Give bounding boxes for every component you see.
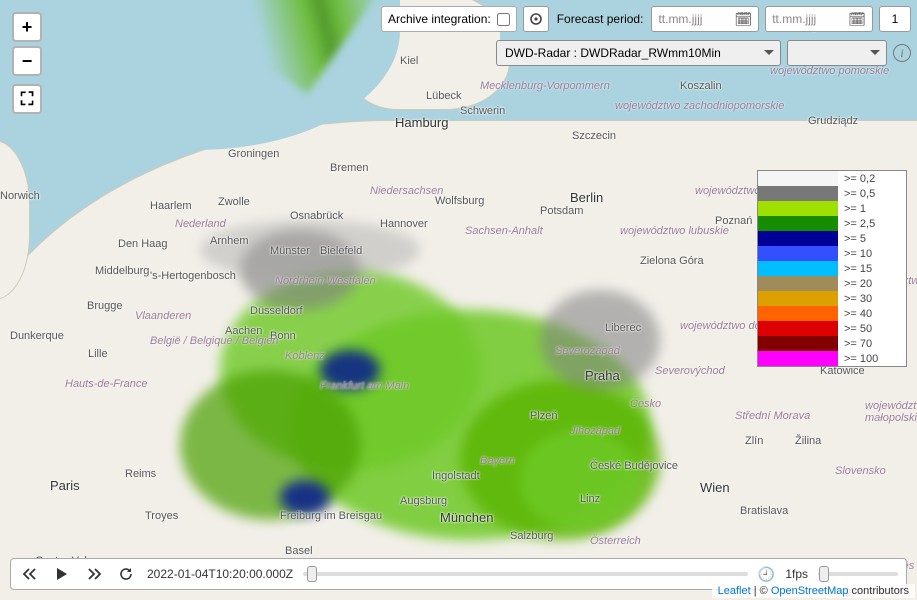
legend-label: >= 30 bbox=[838, 291, 906, 306]
date-end-placeholder: tt.mm.jjjj bbox=[772, 12, 842, 26]
target-icon bbox=[530, 13, 542, 25]
forecast-label: Forecast period: bbox=[557, 12, 644, 26]
legend-label: >= 40 bbox=[838, 306, 906, 321]
legend-label: >= 100 bbox=[838, 351, 906, 366]
legend-row: >= 100 bbox=[758, 351, 906, 366]
clock-icon: 🕘 bbox=[758, 566, 775, 583]
legend-swatch bbox=[758, 351, 838, 366]
fps-slider-thumb[interactable] bbox=[819, 566, 829, 582]
map-viewport[interactable]: NorwichHaarlemDen HaagMiddelburg's-Herto… bbox=[0, 0, 917, 600]
legend-row: >= 2,5 bbox=[758, 216, 906, 231]
legend-label: >= 20 bbox=[838, 276, 906, 291]
prev-icon bbox=[23, 567, 37, 581]
legend-row: >= 40 bbox=[758, 306, 906, 321]
legend-swatch bbox=[758, 336, 838, 351]
fps-label: 1fps bbox=[785, 567, 808, 581]
city-label: Koszalin bbox=[680, 80, 722, 92]
legend-row: >= 30 bbox=[758, 291, 906, 306]
top-toolbar: Archive integration: Forecast period: tt… bbox=[381, 6, 911, 32]
legend-row: >= 0,5 bbox=[758, 186, 906, 201]
archive-checkbox[interactable] bbox=[497, 13, 510, 26]
play-icon bbox=[56, 567, 68, 581]
legend-swatch bbox=[758, 261, 838, 276]
forecast-step-value: 1 bbox=[892, 12, 899, 26]
attrib-sep: | © bbox=[751, 585, 771, 597]
date-start-placeholder: tt.mm.jjjj bbox=[658, 12, 728, 26]
attrib-tail: contributors bbox=[848, 585, 909, 597]
layer-select[interactable]: DWD-Radar : DWDRadar_RWmm10Min bbox=[496, 40, 781, 66]
legend-label: >= 2,5 bbox=[838, 216, 906, 231]
legend-swatch bbox=[758, 171, 838, 186]
fullscreen-control: ⛶ bbox=[12, 84, 42, 114]
legend-label: >= 15 bbox=[838, 261, 906, 276]
legend-label: >= 70 bbox=[838, 336, 906, 351]
calendar-icon: 🗓 bbox=[848, 11, 866, 28]
legend-swatch bbox=[758, 216, 838, 231]
fullscreen-button[interactable]: ⛶ bbox=[12, 84, 42, 114]
legend-swatch bbox=[758, 291, 838, 306]
legend-swatch bbox=[758, 246, 838, 261]
legend-label: >= 1 bbox=[838, 201, 906, 216]
player-timestamp: 2022-01-04T10:20:00.000Z bbox=[147, 567, 293, 581]
player-prev-button[interactable] bbox=[19, 563, 41, 585]
time-slider-thumb[interactable] bbox=[307, 566, 317, 582]
zoom-in-button[interactable]: + bbox=[12, 12, 42, 42]
archive-label: Archive integration: bbox=[388, 12, 491, 26]
player-play-button[interactable] bbox=[51, 563, 73, 585]
legend-label: >= 5 bbox=[838, 231, 906, 246]
calendar-icon: 🗓 bbox=[734, 11, 752, 28]
forecast-start-date[interactable]: tt.mm.jjjj 🗓 bbox=[651, 6, 759, 32]
secondary-select[interactable] bbox=[787, 40, 887, 66]
legend-label: >= 50 bbox=[838, 321, 906, 336]
legend-label: >= 0,2 bbox=[838, 171, 906, 186]
zoom-control: + − bbox=[12, 12, 42, 76]
time-slider[interactable] bbox=[303, 566, 748, 582]
region-label: województwo zachodniopomorskie bbox=[615, 100, 784, 112]
player-next-button[interactable] bbox=[83, 563, 105, 585]
layer-row: DWD-Radar : DWDRadar_RWmm10Min i bbox=[496, 40, 911, 66]
info-button[interactable]: i bbox=[893, 44, 911, 62]
legend-label: >= 0,5 bbox=[838, 186, 906, 201]
layer-select-value: DWD-Radar : DWDRadar_RWmm10Min bbox=[505, 46, 721, 60]
reload-forecast-button[interactable] bbox=[523, 6, 549, 32]
legend-row: >= 20 bbox=[758, 276, 906, 291]
time-slider-track bbox=[303, 572, 748, 576]
legend-row: >= 70 bbox=[758, 336, 906, 351]
player-refresh-button[interactable] bbox=[115, 563, 137, 585]
legend-row: >= 1 bbox=[758, 201, 906, 216]
fps-slider-track bbox=[818, 572, 898, 576]
map-attribution: Leaflet | © OpenStreetMap contributors bbox=[712, 584, 915, 598]
legend-row: >= 15 bbox=[758, 261, 906, 276]
refresh-icon bbox=[119, 567, 133, 581]
legend-swatch bbox=[758, 321, 838, 336]
legend-swatch bbox=[758, 186, 838, 201]
archive-panel: Archive integration: bbox=[381, 6, 517, 32]
zoom-out-button[interactable]: − bbox=[12, 46, 42, 76]
legend-swatch bbox=[758, 276, 838, 291]
next-icon bbox=[87, 567, 101, 581]
leaflet-link[interactable]: Leaflet bbox=[718, 585, 751, 597]
legend-swatch bbox=[758, 201, 838, 216]
legend-swatch bbox=[758, 306, 838, 321]
forecast-label-wrap: Forecast period: bbox=[555, 6, 646, 32]
forecast-end-date[interactable]: tt.mm.jjjj 🗓 bbox=[765, 6, 873, 32]
legend-swatch bbox=[758, 231, 838, 246]
fps-slider[interactable] bbox=[818, 566, 898, 582]
osm-link[interactable]: OpenStreetMap bbox=[771, 585, 849, 597]
legend-label: >= 10 bbox=[838, 246, 906, 261]
legend-row: >= 5 bbox=[758, 231, 906, 246]
legend: >= 0,2>= 0,5>= 1>= 2,5>= 5>= 10>= 15>= 2… bbox=[757, 170, 907, 367]
legend-row: >= 0,2 bbox=[758, 171, 906, 186]
legend-row: >= 50 bbox=[758, 321, 906, 336]
legend-row: >= 10 bbox=[758, 246, 906, 261]
forecast-step-input[interactable]: 1 bbox=[879, 6, 911, 32]
